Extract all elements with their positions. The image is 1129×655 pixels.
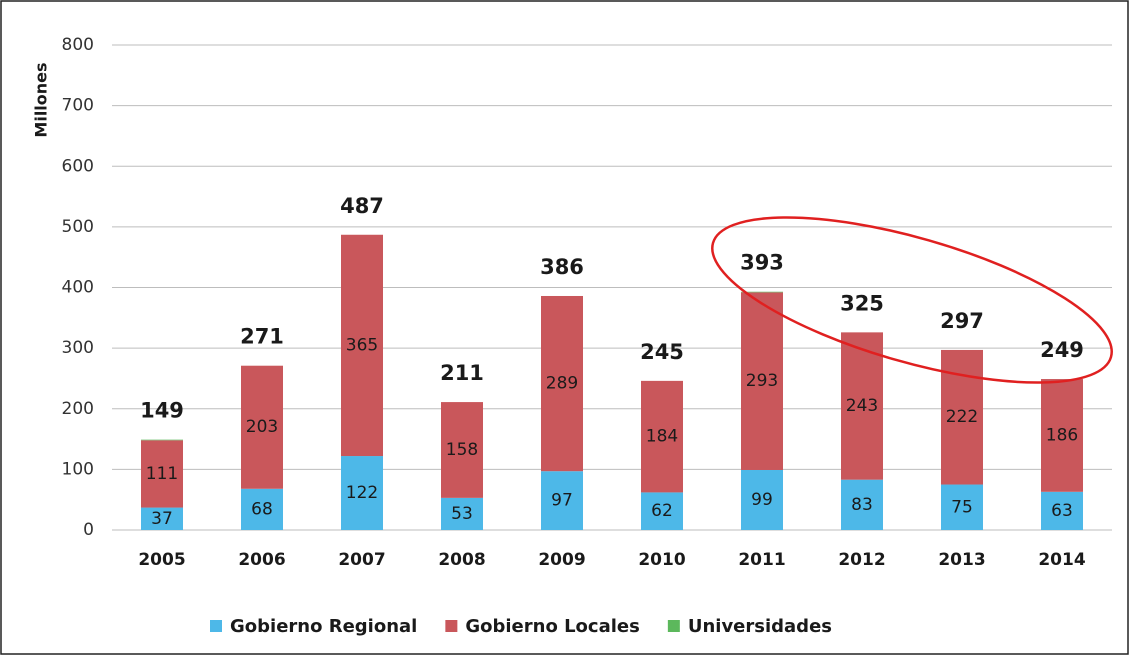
segment-label: 289 bbox=[546, 374, 578, 394]
bar-segment bbox=[741, 469, 783, 530]
x-tick-label: 2012 bbox=[838, 550, 885, 570]
x-tick-label: 2009 bbox=[538, 550, 585, 570]
segment-label: 68 bbox=[251, 499, 273, 519]
y-tick-label: 600 bbox=[62, 156, 94, 176]
total-label: 325 bbox=[840, 291, 884, 315]
segment-label: 158 bbox=[446, 440, 478, 460]
segment-label: 293 bbox=[746, 371, 778, 391]
bar-segment bbox=[741, 292, 783, 470]
x-tick-label: 2013 bbox=[938, 550, 985, 570]
y-tick-label: 400 bbox=[62, 278, 94, 298]
segment-label: 83 bbox=[851, 495, 873, 515]
legend-swatch bbox=[445, 620, 458, 632]
total-label: 149 bbox=[140, 399, 184, 423]
segment-label: 75 bbox=[951, 497, 973, 517]
bar-segment bbox=[1041, 491, 1083, 530]
bar-segment bbox=[341, 456, 383, 530]
segment-label: 122 bbox=[346, 483, 378, 503]
y-tick-label: 700 bbox=[62, 96, 94, 116]
x-tick-label: 2005 bbox=[138, 550, 185, 570]
total-label: 271 bbox=[240, 325, 284, 349]
bar-segment bbox=[541, 471, 583, 530]
x-tick-label: 2010 bbox=[638, 550, 685, 570]
segment-label: 365 bbox=[346, 335, 378, 355]
y-tick-label: 100 bbox=[62, 459, 94, 479]
bar-segment bbox=[641, 492, 683, 530]
segment-label: 62 bbox=[651, 501, 673, 521]
segment-label: 186 bbox=[1046, 425, 1078, 445]
x-tick-label: 2011 bbox=[738, 550, 785, 570]
segment-label: 222 bbox=[946, 407, 978, 427]
highlight-ellipse bbox=[711, 216, 1113, 384]
legend-label: Gobierno Regional bbox=[230, 616, 417, 637]
total-label: 245 bbox=[640, 340, 684, 364]
legend-swatch bbox=[667, 620, 680, 632]
bar-segment bbox=[741, 291, 783, 293]
bar-segment bbox=[1041, 379, 1083, 492]
segment-label: 37 bbox=[151, 509, 173, 529]
bar-segment bbox=[241, 365, 283, 489]
segment-label: 111 bbox=[146, 464, 178, 484]
segment-label: 203 bbox=[246, 417, 278, 437]
legend-swatch bbox=[210, 620, 222, 632]
segment-label: 63 bbox=[1051, 501, 1073, 521]
bar-segment bbox=[141, 440, 183, 508]
total-label: 211 bbox=[440, 361, 484, 385]
total-label: 297 bbox=[940, 309, 984, 333]
total-label: 487 bbox=[340, 194, 384, 218]
x-tick-label: 2008 bbox=[438, 550, 485, 570]
bar-segment bbox=[241, 488, 283, 530]
bar-segment bbox=[141, 439, 183, 441]
bar-segment bbox=[441, 402, 483, 498]
total-label: 249 bbox=[1040, 338, 1084, 362]
bar-segment bbox=[841, 332, 883, 480]
bar-segment bbox=[841, 479, 883, 530]
y-tick-label: 800 bbox=[62, 35, 94, 55]
total-label: 386 bbox=[540, 255, 584, 279]
segment-label: 99 bbox=[751, 490, 773, 510]
x-tick-label: 2007 bbox=[338, 550, 385, 570]
legend-label: Universidades bbox=[688, 616, 832, 637]
bar-segment bbox=[141, 507, 183, 530]
bar-segment bbox=[541, 295, 583, 472]
legend-label: Gobierno Locales bbox=[465, 616, 639, 637]
segment-label: 184 bbox=[646, 427, 678, 447]
y-tick-label: 0 bbox=[83, 520, 94, 540]
segment-label: 53 bbox=[451, 504, 473, 524]
y-tick-label: 500 bbox=[62, 217, 94, 237]
segment-label: 243 bbox=[846, 396, 878, 416]
y-tick-label: 200 bbox=[62, 399, 94, 419]
bar-segment bbox=[641, 380, 683, 493]
x-tick-label: 2006 bbox=[238, 550, 285, 570]
bar-segment bbox=[441, 497, 483, 530]
segment-label: 97 bbox=[551, 491, 573, 511]
total-label: 393 bbox=[740, 251, 784, 275]
y-axis-label: Millones bbox=[32, 62, 51, 137]
x-tick-label: 2014 bbox=[1038, 550, 1085, 570]
bar-segment bbox=[941, 484, 983, 530]
y-tick-label: 300 bbox=[62, 338, 94, 358]
bar-segment bbox=[341, 234, 383, 457]
